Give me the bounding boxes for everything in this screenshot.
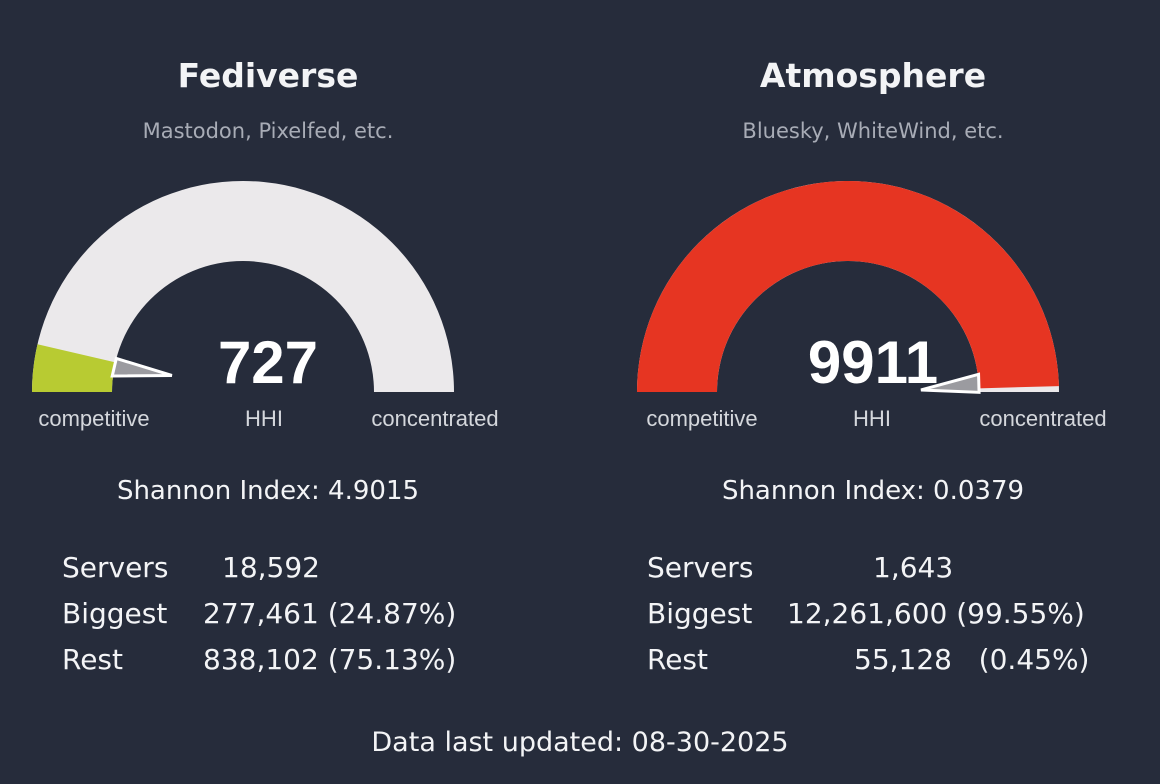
atmosphere-gauge xyxy=(637,180,1059,394)
stat-label: Servers xyxy=(62,551,169,584)
atmosphere-panel: Atmosphere Bluesky, WhiteWind, etc. 9911… xyxy=(580,0,1160,700)
last-updated: Data last updated: 08-30-2025 xyxy=(371,727,789,758)
shannon-index: Shannon Index: 4.9015 xyxy=(116,476,420,506)
stat-value: 18,592 xyxy=(222,551,320,584)
gauge-fill xyxy=(637,180,1059,392)
label-hhi: HHI xyxy=(245,406,283,431)
fediverse-panel: Fediverse Mastodon, Pixelfed, etc. 727 c… xyxy=(0,0,580,700)
panel-title: Fediverse xyxy=(177,56,359,95)
stat-label: Servers xyxy=(647,551,754,584)
label-competitive: competitive xyxy=(38,406,150,431)
gauge-needle xyxy=(920,372,981,394)
stat-value: 12,261,600 (99.55%) xyxy=(787,597,1085,630)
gauge-track xyxy=(32,181,454,392)
label-concentrated: concentrated xyxy=(979,406,1107,431)
stat-value: 838,102 (75.13%) xyxy=(203,643,457,676)
gauge-needle xyxy=(110,356,173,378)
gauge-fill xyxy=(32,344,116,392)
stat-label: Rest xyxy=(62,643,123,676)
hhi-value: 9911 xyxy=(807,329,939,396)
panel-subtitle: Mastodon, Pixelfed, etc. xyxy=(142,119,394,143)
label-concentrated: concentrated xyxy=(371,406,499,431)
panel-subtitle: Bluesky, WhiteWind, etc. xyxy=(742,119,1004,143)
stat-value: 277,461 (24.87%) xyxy=(203,597,457,630)
stat-label: Biggest xyxy=(647,597,753,630)
label-competitive: competitive xyxy=(646,406,758,431)
stat-label: Rest xyxy=(647,643,708,676)
label-hhi: HHI xyxy=(853,406,891,431)
shannon-index: Shannon Index: 0.0379 xyxy=(721,476,1025,506)
panel-title: Atmosphere xyxy=(759,56,987,95)
stat-label: Biggest xyxy=(62,597,168,630)
stat-value: 55,128 (0.45%) xyxy=(854,643,1090,676)
stat-value: 1,643 xyxy=(873,551,954,584)
fediverse-gauge xyxy=(32,181,454,392)
hhi-value: 727 xyxy=(217,329,319,396)
